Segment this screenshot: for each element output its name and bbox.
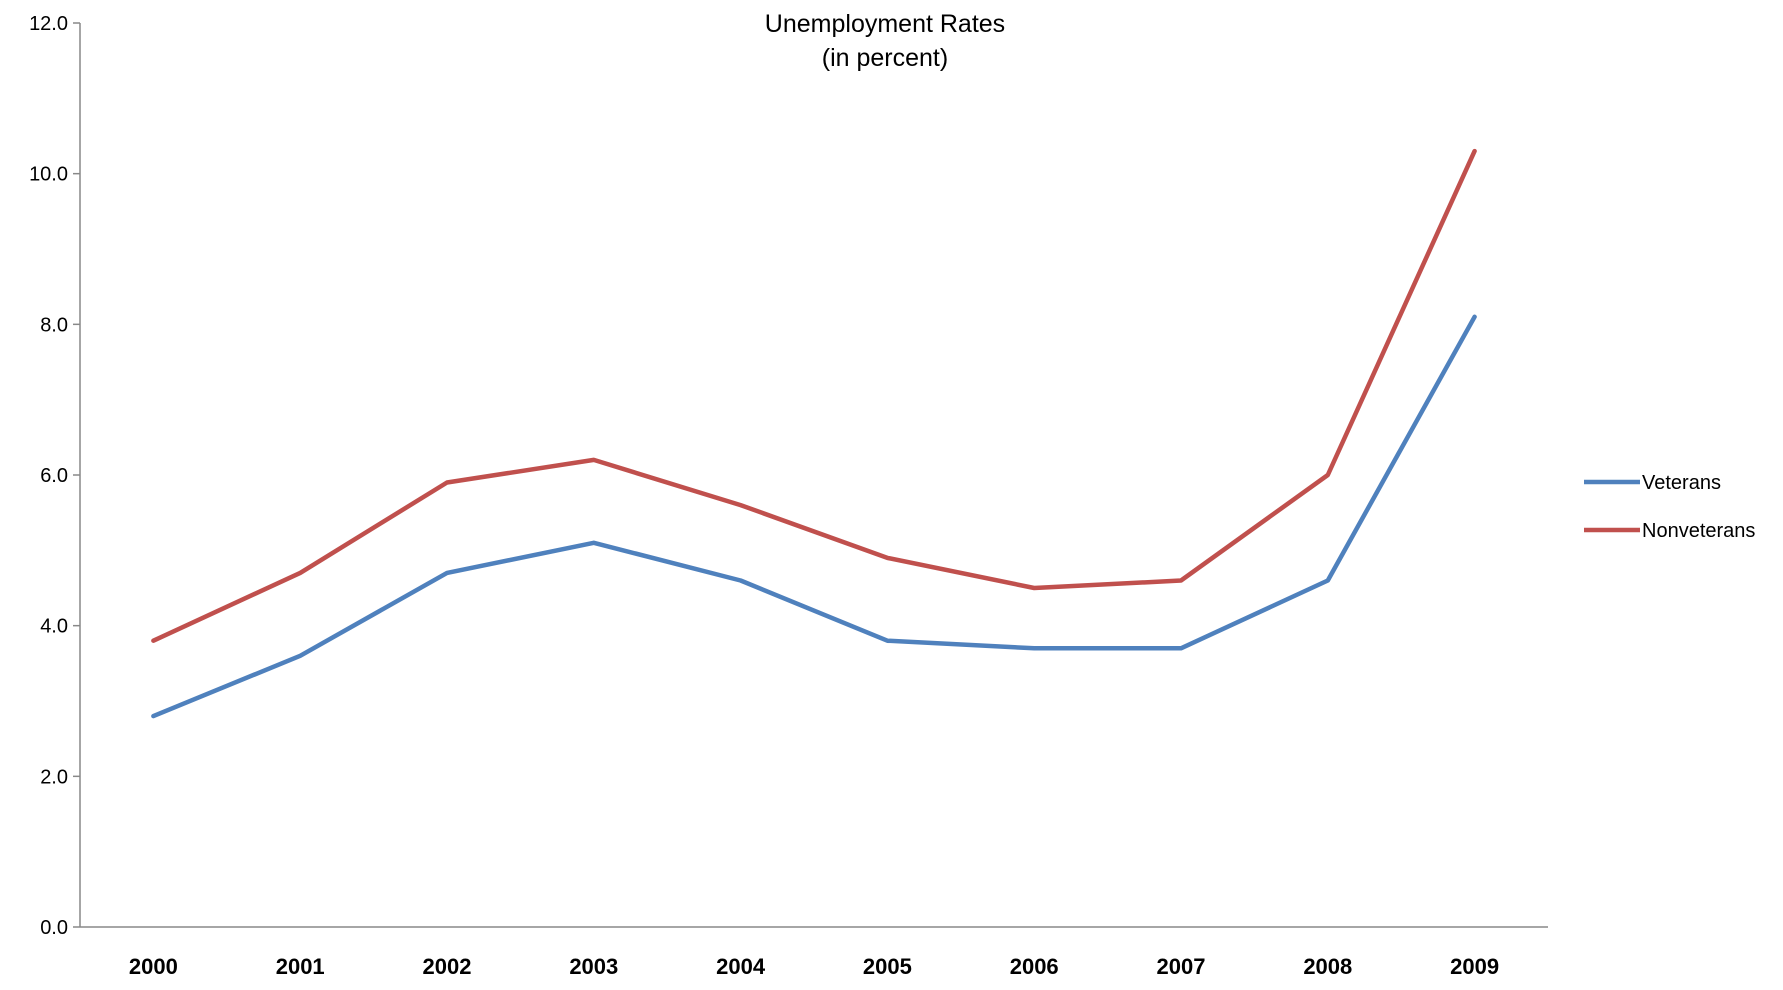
legend-label-veterans: Veterans [1642,472,1721,494]
legend-label-nonveterans: Nonveterans [1642,520,1755,542]
chart-subtitle: (in percent) [822,44,948,72]
y-tick-label: 8.0 [40,314,68,336]
series-layer [151,148,1477,719]
y-tick-label: 0.0 [40,917,68,939]
x-tick-label: 2004 [716,954,766,979]
x-tick-label: 2005 [863,954,912,979]
y-tick-label: 4.0 [40,616,68,638]
x-tick-label: 2000 [129,954,178,979]
x-tick-label: 2009 [1450,954,1499,979]
x-tick-label: 2003 [569,954,618,979]
x-axis: 2000 2001 2002 2003 2004 2005 2006 2007 2008 2009 [80,926,1548,979]
x-tick-label: 2001 [276,954,325,979]
x-tick-label: 2007 [1157,954,1206,979]
y-tick-label: 12.0 [29,13,68,35]
chart-title: Unemployment Rates [765,10,1005,38]
x-tick-label: 2002 [423,954,472,979]
x-tick-label: 2008 [1303,954,1352,979]
legend: Veterans Nonveterans [1584,472,1755,542]
y-tick-label: 2.0 [40,766,68,788]
y-axis: 0.0 2.0 4.0 6.0 8.0 10.0 12.0 [29,13,81,939]
y-tick-label: 10.0 [29,164,68,186]
y-tick-label: 6.0 [40,465,68,487]
series-line-nonveterans [151,148,1477,643]
x-tick-label: 2006 [1010,954,1059,979]
series-line-veterans [151,314,1477,719]
